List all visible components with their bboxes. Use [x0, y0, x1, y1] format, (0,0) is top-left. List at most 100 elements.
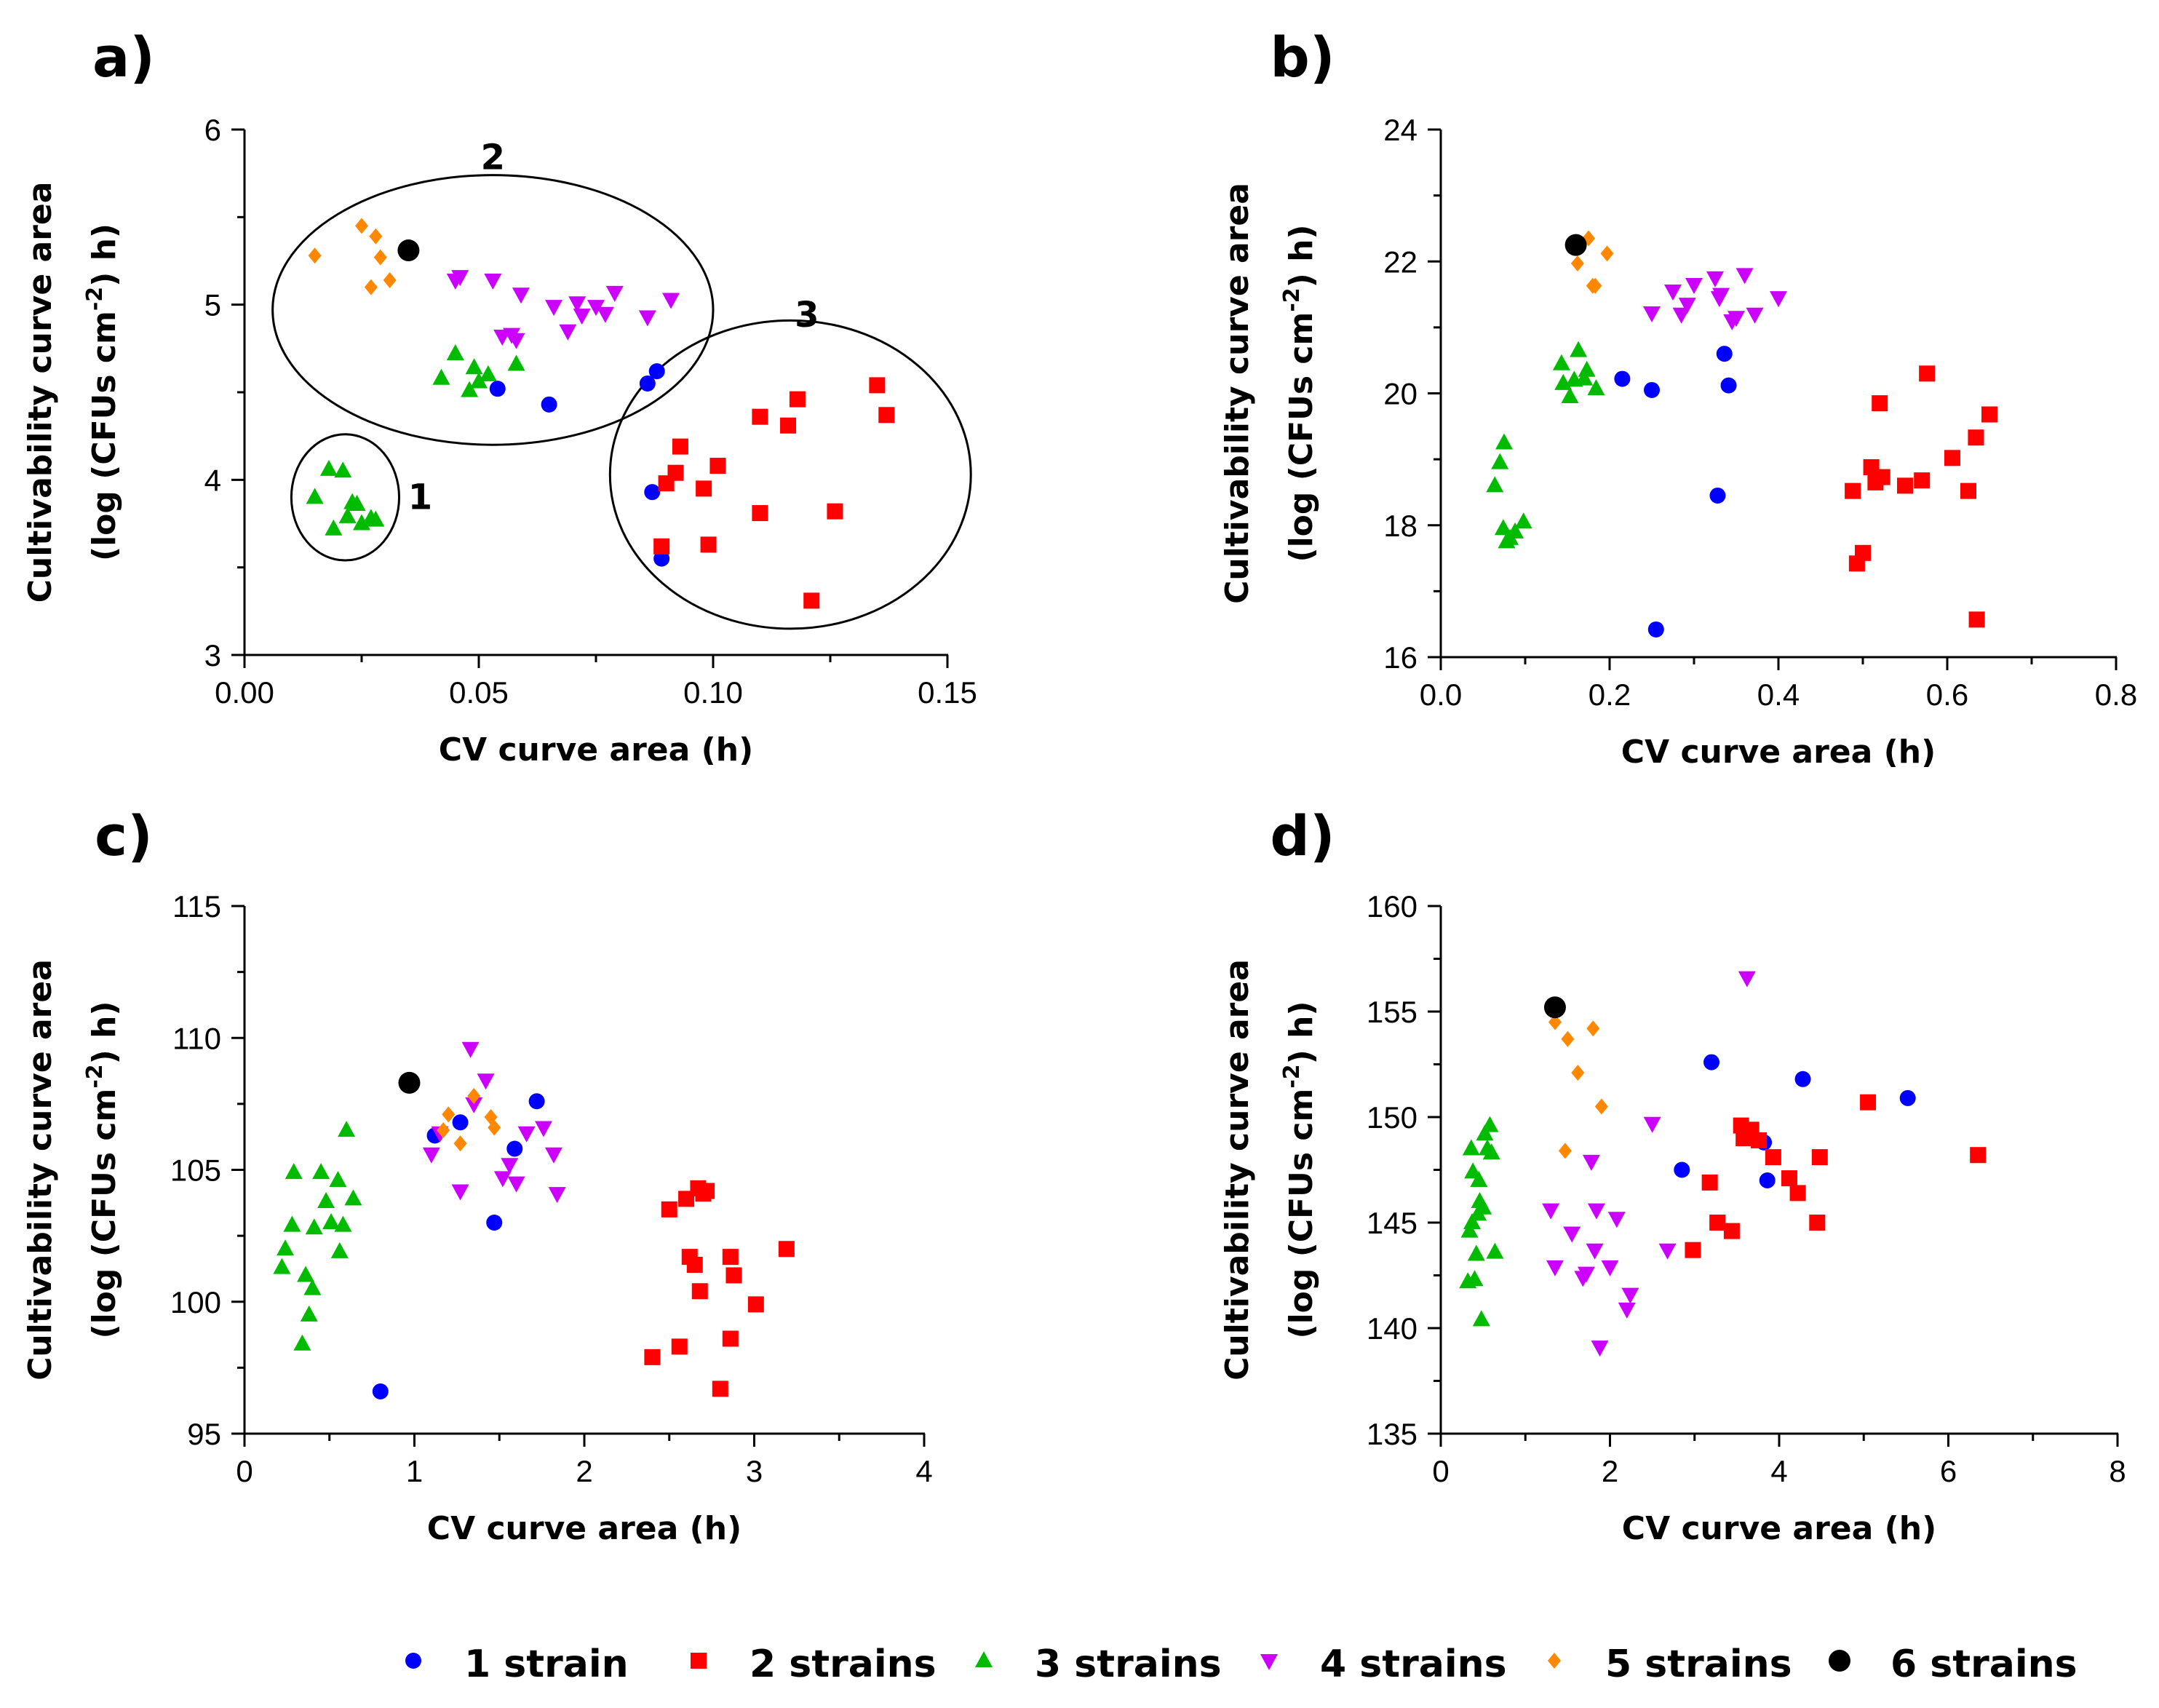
data-point-shape — [1899, 1089, 1916, 1106]
x-axis-label: CV curve area (h) — [427, 1510, 741, 1547]
data-point-shape — [1919, 365, 1936, 382]
data-point — [1621, 1287, 1639, 1304]
data-point-shape — [1570, 255, 1584, 271]
data-point-shape — [780, 417, 797, 434]
data-point-shape — [325, 519, 343, 536]
y-axis-label-line2-suffix: ) h) — [1283, 224, 1320, 287]
data-point-shape — [1618, 1302, 1636, 1319]
data-point — [367, 510, 385, 527]
data-point-shape — [1811, 1149, 1828, 1166]
data-point-shape — [1809, 1215, 1826, 1231]
legend-marker — [1548, 1653, 1561, 1669]
data-point-shape — [1968, 611, 1985, 628]
data-point — [1582, 1154, 1600, 1171]
x-tick-label: 8 — [2109, 1454, 2126, 1488]
data-point-shape — [467, 1088, 481, 1104]
data-point-shape — [1561, 387, 1579, 404]
data-point-shape — [672, 438, 688, 455]
data-point — [827, 503, 843, 520]
y-tick-label: 3 — [204, 638, 221, 672]
data-point — [1494, 519, 1512, 536]
data-point-shape — [1759, 1172, 1776, 1188]
data-point-shape — [1558, 1143, 1572, 1159]
data-point — [432, 368, 450, 385]
series-6-strains — [398, 1071, 421, 1094]
data-point — [372, 1383, 389, 1399]
y-axis-label-line2-prefix: (log (CFUs cm — [1283, 312, 1320, 563]
data-point — [507, 1176, 525, 1193]
data-point-shape — [1723, 1223, 1740, 1239]
data-point-shape — [1467, 1244, 1485, 1261]
data-point — [283, 1215, 301, 1232]
data-point — [453, 1135, 467, 1152]
data-point — [1543, 996, 1566, 1019]
data-point — [1571, 1065, 1585, 1081]
data-point-shape — [686, 1257, 703, 1273]
data-point-shape — [461, 381, 479, 397]
data-point — [1664, 285, 1682, 301]
data-point — [517, 1126, 536, 1143]
data-point-shape — [1781, 1170, 1797, 1187]
legend-marker — [405, 1653, 421, 1669]
data-point — [1470, 1171, 1488, 1187]
data-point — [653, 550, 670, 567]
data-point — [722, 1330, 739, 1347]
data-point — [1738, 971, 1756, 988]
data-point — [1481, 1116, 1499, 1132]
data-point-shape — [1794, 1071, 1811, 1087]
data-point — [461, 381, 479, 397]
data-point — [1746, 307, 1764, 324]
data-point — [803, 592, 820, 609]
data-point — [322, 1213, 341, 1229]
data-point-shape — [648, 363, 665, 380]
data-point — [1564, 234, 1587, 256]
x-tick-label: 0.00 — [215, 675, 274, 710]
y-axis-label-line1: Cultivability curve area — [1219, 183, 1256, 604]
data-point-shape — [1789, 1185, 1806, 1201]
legend-label: 2 strains — [750, 1643, 937, 1686]
data-point — [477, 1073, 495, 1090]
data-point — [300, 1305, 318, 1322]
y-axis-label-line2-sup: -2 — [1279, 287, 1305, 311]
data-point-shape — [1701, 1174, 1718, 1191]
legend-marker-shape — [405, 1653, 421, 1669]
data-point-shape — [1860, 1094, 1877, 1111]
data-point-shape — [348, 495, 366, 512]
data-point — [446, 344, 464, 361]
y-axis-label-line2-prefix: (log (CFUs cm — [1283, 1089, 1320, 1339]
data-point — [1570, 255, 1584, 271]
data-point-shape — [1970, 1147, 1987, 1164]
data-point-shape — [453, 1135, 467, 1152]
data-point-shape — [479, 365, 497, 381]
data-point — [297, 1266, 315, 1282]
data-point-shape — [486, 1215, 503, 1231]
x-tick-label: 0.2 — [1589, 678, 1631, 712]
data-point-shape — [338, 507, 357, 523]
data-point-shape — [303, 1279, 322, 1295]
y-axis-label-line1: Cultivability curve area — [22, 959, 59, 1381]
data-point-shape — [1709, 487, 1726, 504]
series-1-strain — [372, 1093, 545, 1399]
data-point — [488, 1119, 501, 1136]
data-point-shape — [1474, 1198, 1492, 1215]
data-point — [364, 279, 378, 295]
data-point-shape — [353, 514, 370, 531]
data-point — [285, 1163, 303, 1180]
data-point-shape — [277, 1239, 295, 1256]
data-point — [596, 306, 614, 323]
data-point — [512, 287, 530, 304]
data-point — [1709, 487, 1726, 504]
data-point-shape — [1586, 1243, 1604, 1260]
x-tick-label: 0.0 — [1420, 678, 1462, 712]
data-point — [277, 1239, 295, 1256]
data-point-shape — [1486, 476, 1504, 493]
x-tick-label: 0 — [236, 1454, 253, 1488]
y-axis-label-line2: (log (CFUs cm-2) h) — [82, 223, 123, 561]
y-tick-label: 20 — [1383, 377, 1418, 411]
data-point-shape — [1765, 1149, 1781, 1166]
data-point-shape — [596, 306, 614, 323]
data-point — [1703, 1054, 1719, 1071]
data-point — [639, 375, 656, 392]
data-point-shape — [1470, 1171, 1488, 1187]
x-tick-label: 2 — [1602, 1454, 1618, 1488]
